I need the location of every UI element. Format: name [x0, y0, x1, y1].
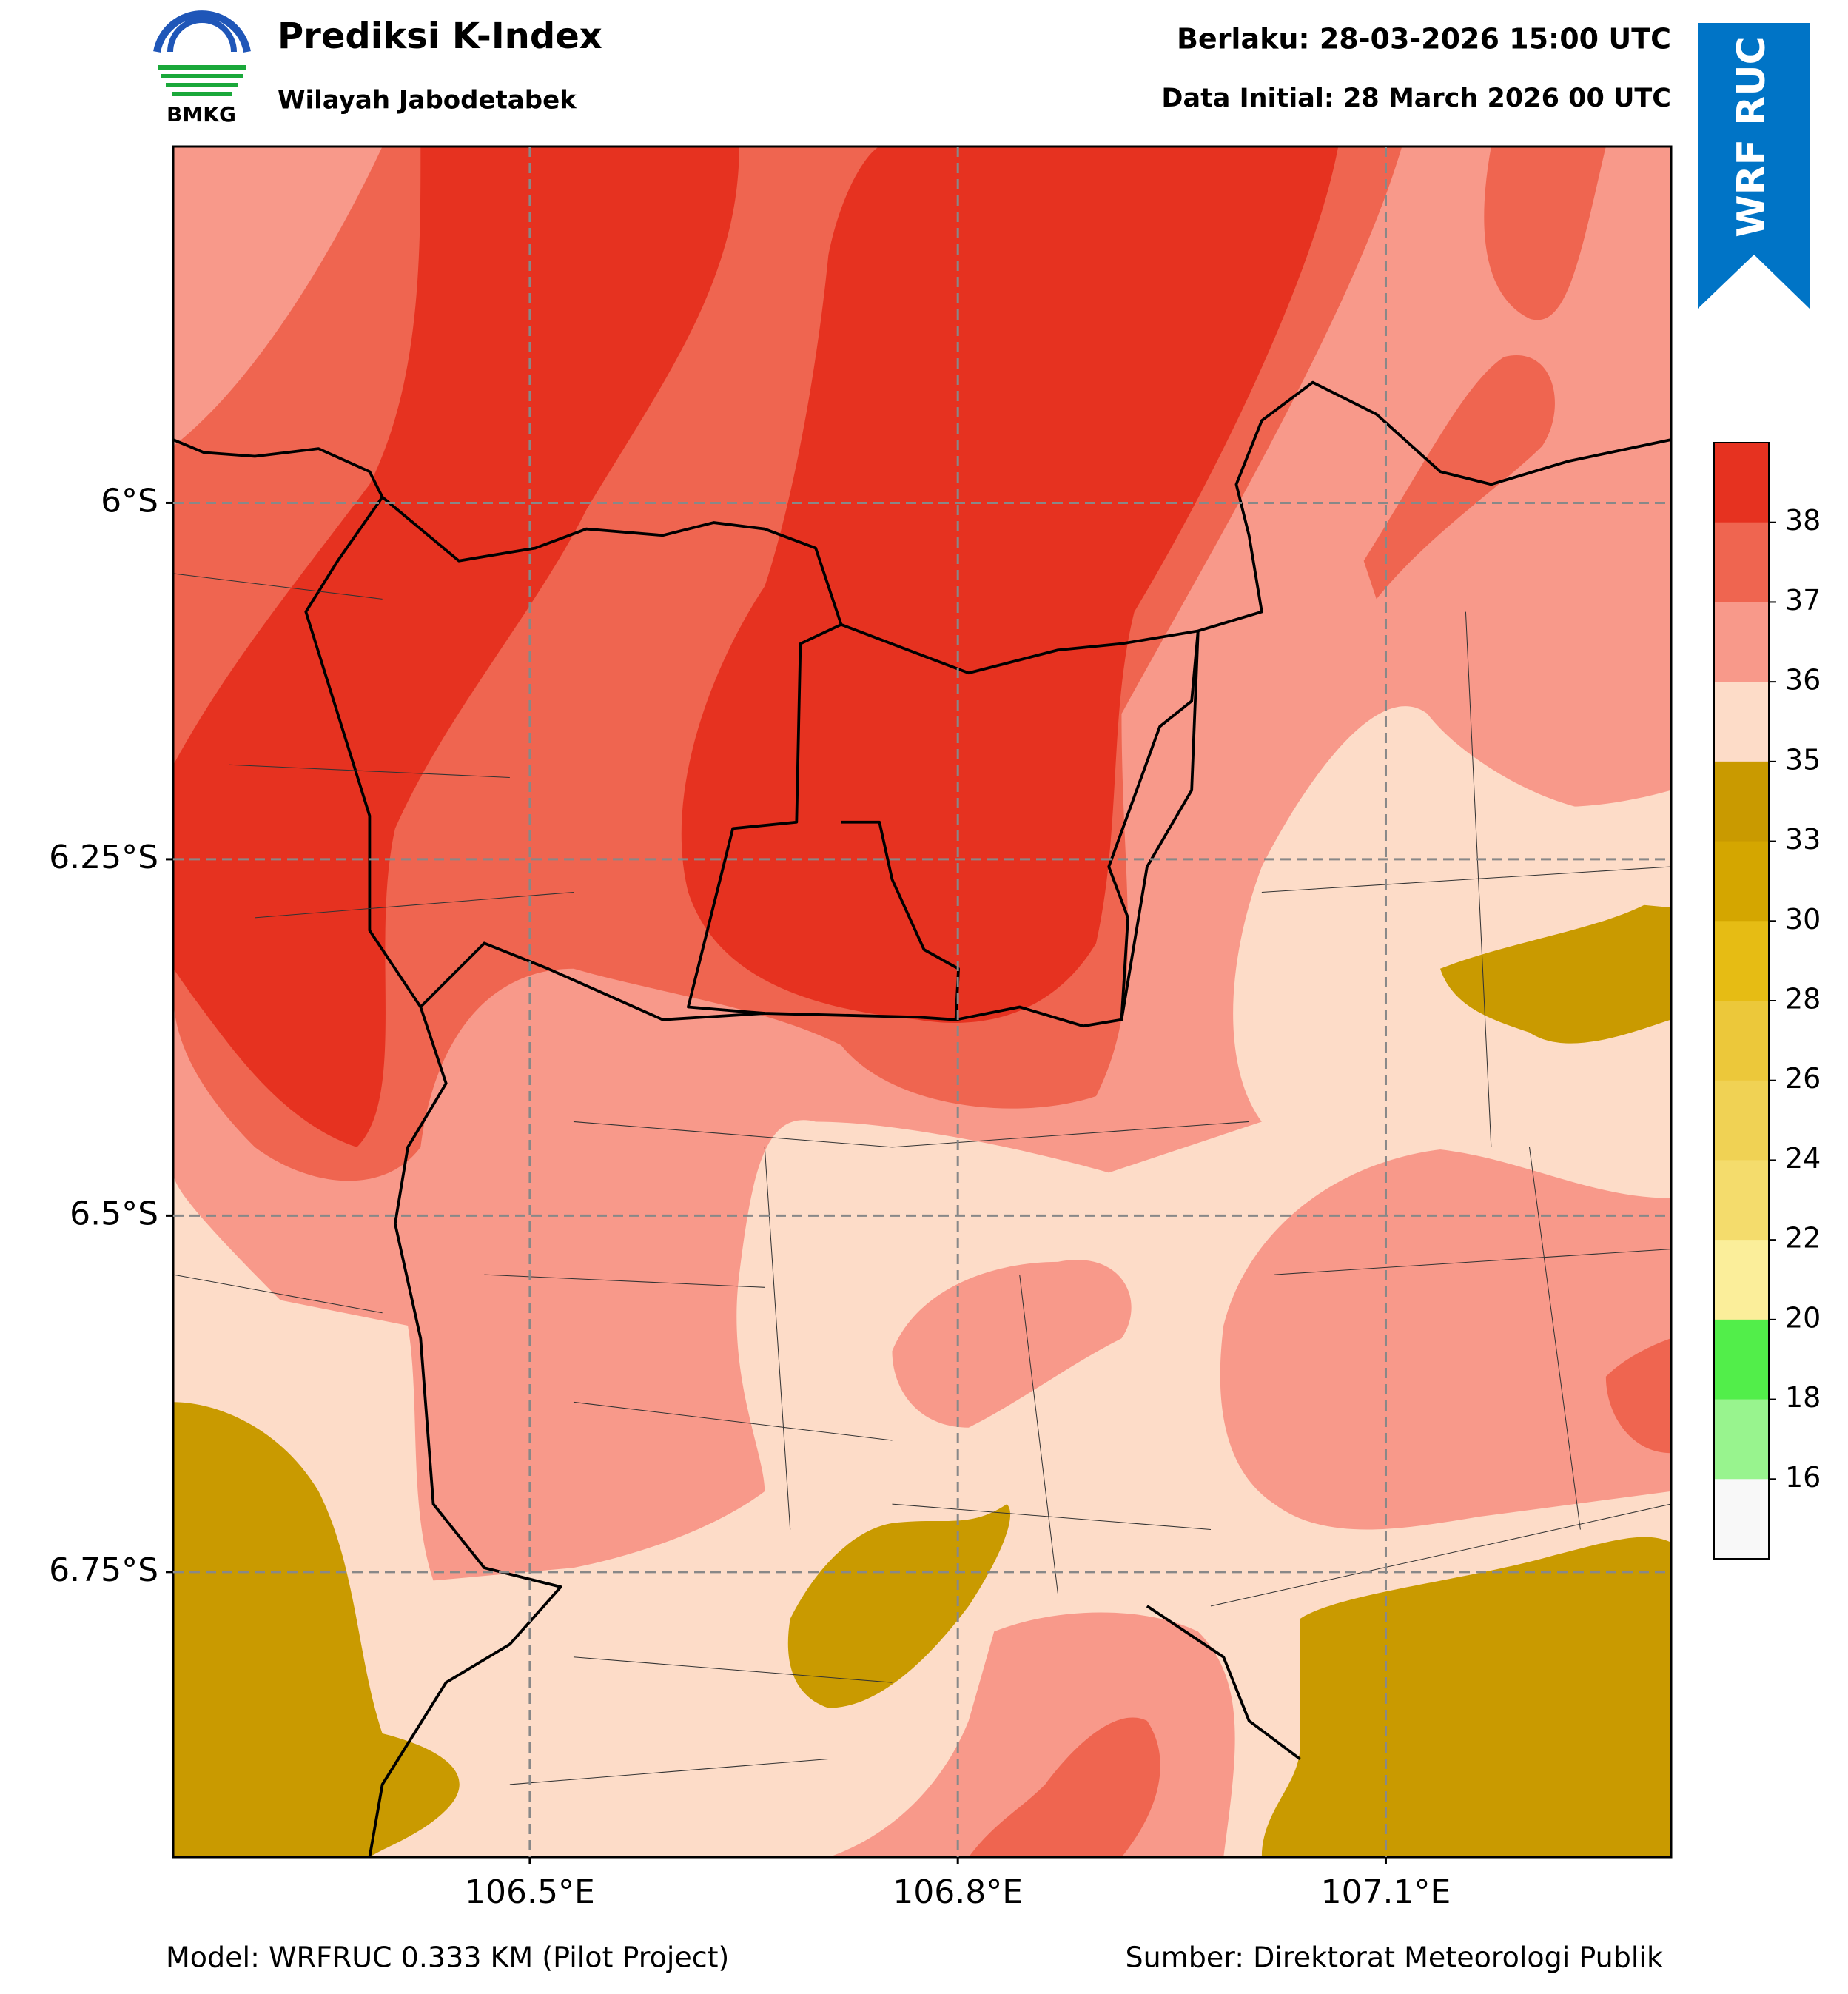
colorbar-label: 30: [1785, 903, 1821, 936]
title: Prediksi K-Index: [278, 16, 602, 57]
colorbar-label: 28: [1785, 983, 1821, 1016]
colorbar-label: 20: [1785, 1301, 1821, 1334]
colorbar-label: 18: [1785, 1381, 1821, 1414]
colorbar-band: [1714, 443, 1769, 523]
colorbar-label: 35: [1785, 743, 1821, 776]
badge: [1698, 23, 1810, 309]
colorbar-band: [1714, 761, 1769, 842]
x-tick-label: 106.5°E: [465, 1873, 595, 1911]
colorbar-label: 22: [1785, 1222, 1821, 1255]
footer-model: Model: WRFRUC 0.333 KM (Pilot Project): [166, 1941, 729, 1974]
colorbar-label: 36: [1785, 664, 1821, 696]
colorbar-band: [1714, 682, 1769, 762]
colorbar-band: [1714, 1479, 1769, 1560]
subtitle: Wilayah Jabodetabek: [278, 86, 577, 115]
colorbar-label: 38: [1785, 504, 1821, 537]
x-tick-label: 107.1°E: [1321, 1873, 1451, 1911]
colorbar-band: [1714, 522, 1769, 602]
logo: BMKG: [153, 10, 251, 127]
colorbar-band: [1714, 921, 1769, 1001]
colorbar-band: [1714, 1399, 1769, 1480]
map-field: [173, 147, 1671, 1858]
colorbar-label: 16: [1785, 1461, 1821, 1494]
colorbar-band: [1714, 841, 1769, 922]
y-tick-label: 6°S: [101, 482, 158, 520]
colorbar-label: 33: [1785, 823, 1821, 856]
colorbar-label: 37: [1785, 584, 1821, 617]
footer-source: Sumber: Direktorat Meteorologi Publik: [1126, 1941, 1663, 1974]
map-frame: [172, 145, 1673, 1859]
colorbar-label: 26: [1785, 1062, 1821, 1095]
y-tick-label: 6.5°S: [70, 1195, 158, 1232]
colorbar-band: [1714, 1001, 1769, 1081]
initial-time: Data Initial: 28 March 2026 00 UTC: [1161, 84, 1671, 113]
x-tick-label: 106.8°E: [893, 1873, 1023, 1911]
colorbar-band: [1714, 1080, 1769, 1161]
colorbar-band: [1714, 1160, 1769, 1241]
colorbar-band: [1714, 1319, 1769, 1400]
colorbar-label: 24: [1785, 1142, 1821, 1175]
logo-text: BMKG: [167, 102, 236, 127]
badge-text: WRF RUC: [1730, 36, 1774, 237]
colorbar-band: [1714, 1240, 1769, 1320]
colorbar-band: [1714, 602, 1769, 682]
y-tick-label: 6.25°S: [49, 839, 158, 876]
y-tick-label: 6.75°S: [49, 1551, 158, 1589]
valid-time: Berlaku: 28-03-2026 15:00 UTC: [1177, 23, 1671, 56]
